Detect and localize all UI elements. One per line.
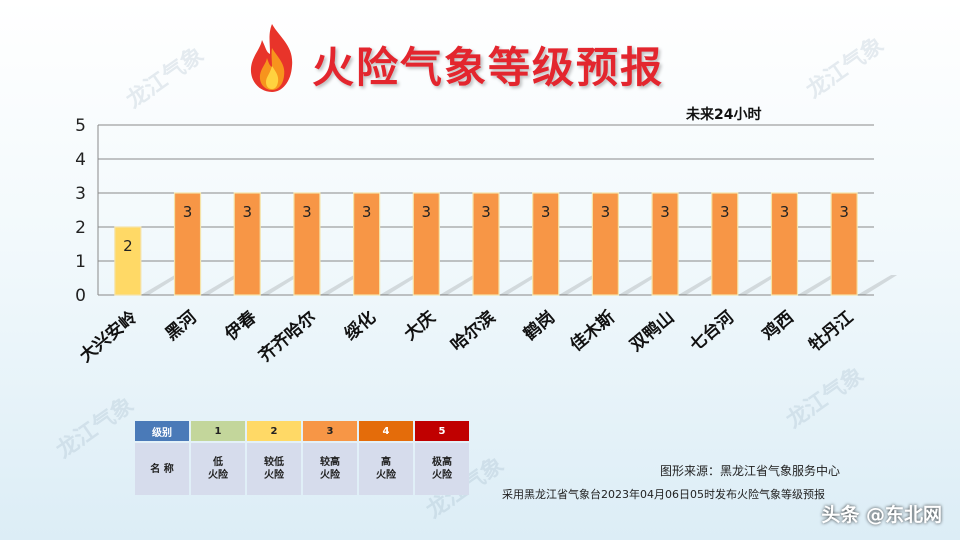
legend-name-line: 低 — [213, 457, 223, 468]
credit-watermark: 头条 @东北网 — [821, 504, 942, 526]
flame-icon — [250, 24, 293, 92]
title-banner: 火险气象等级预报 — [240, 20, 720, 100]
legend-name-line: 火险 — [320, 470, 340, 481]
x-tick-label: 牡丹江 — [805, 307, 858, 356]
x-tick-label: 绥化 — [340, 307, 380, 345]
bar — [353, 192, 381, 296]
legend-level-5: 5 — [415, 421, 469, 441]
legend-level-4: 4 — [359, 421, 413, 441]
legend-name-line: 火险 — [432, 470, 452, 481]
data-label: 3 — [362, 203, 372, 221]
bar — [830, 192, 858, 296]
bar — [770, 192, 799, 296]
data-label: 3 — [302, 203, 312, 221]
y-tick-label: 3 — [75, 184, 86, 204]
legend-name-3: 较高 火险 — [303, 443, 357, 495]
bar-shadow — [737, 275, 778, 295]
bar — [233, 192, 261, 296]
data-label: 3 — [541, 203, 551, 221]
bar-shadow — [678, 275, 719, 295]
y-tick-label: 4 — [75, 150, 86, 170]
bar-shadow — [797, 275, 838, 295]
data-label: 2 — [123, 237, 133, 255]
legend-level-2: 2 — [247, 421, 301, 441]
source-note: 图形来源：黑龙江省气象服务中心 — [659, 464, 840, 478]
data-label: 3 — [601, 203, 611, 221]
bar-shadow — [140, 275, 181, 295]
bar-shadow — [200, 275, 241, 295]
bar-shadow — [857, 275, 898, 295]
bar — [532, 192, 560, 296]
publish-note: 采用黑龙江省气象台2023年04月06日05时发布火险气象等级预报 — [502, 488, 825, 501]
y-tick-label: 5 — [75, 116, 86, 136]
legend-name-4: 高火险 — [359, 443, 413, 495]
y-tick-label: 2 — [75, 218, 86, 238]
x-tick-label: 佳木斯 — [566, 307, 619, 356]
bar — [591, 192, 619, 296]
x-tick-label: 鹤岗 — [519, 307, 559, 345]
x-tick-label: 七台河 — [685, 307, 738, 356]
bar — [651, 192, 679, 296]
bar-shadow — [618, 275, 659, 295]
bar-shadow — [499, 275, 539, 295]
x-tick-label: 双鸭山 — [626, 307, 679, 356]
bar-chart: 0 1 2 3 4 5 2 大兴安岭 3 黑河 3 伊春 3 齐齐哈尔 3 绥化 3 大庆 3 哈尔滨 3 鹤岗 3 佳木斯 3… — [75, 116, 898, 367]
bar — [173, 192, 202, 296]
legend-level-1: 1 — [191, 421, 245, 441]
bar-shadow — [439, 275, 480, 295]
bar — [114, 226, 142, 296]
data-label: 3 — [481, 203, 491, 221]
data-label: 3 — [183, 203, 193, 221]
x-tick-label: 大兴安岭 — [75, 307, 141, 367]
legend-name-line: 火险 — [376, 470, 396, 481]
legend-table: 级别 1 2 3 4 5 名 称 低火险 较低火险 较高火险 高火险 极高火险 — [133, 419, 471, 497]
legend-name-1: 低火险 — [191, 443, 245, 495]
y-tick-label: 1 — [75, 252, 86, 272]
page-title: 火险气象等级预报 — [312, 43, 665, 92]
legend-name-line: 火险 — [208, 470, 228, 481]
legend-header-label: 级别 — [135, 421, 189, 441]
legend-name-line: 火险 — [264, 470, 284, 481]
legend-name-line: 极高 — [432, 457, 452, 468]
data-label: 3 — [780, 203, 790, 221]
bar-shadow — [379, 275, 420, 295]
legend-name-2: 较低 火险 — [247, 443, 301, 495]
legend-name-line: 较高 — [320, 457, 340, 468]
legend-level-3: 3 — [303, 421, 357, 441]
bar — [412, 192, 440, 296]
legend-name-line: 高 — [381, 457, 391, 468]
x-tick-label: 鸡西 — [757, 307, 797, 346]
x-tick-label: 伊春 — [220, 307, 260, 346]
bar — [472, 192, 500, 296]
chart-subtitle: 未来24小时 — [686, 107, 762, 123]
bar — [711, 192, 739, 296]
bar — [293, 192, 321, 296]
legend-name-line: 较低 — [264, 457, 284, 468]
bar-shadow — [319, 275, 360, 295]
x-tick-label: 齐齐哈尔 — [255, 307, 321, 367]
data-label: 3 — [839, 203, 849, 221]
x-tick-label: 黑河 — [162, 308, 201, 345]
x-tick-label: 哈尔滨 — [447, 307, 500, 356]
bar-shadow — [558, 275, 599, 295]
y-tick-label: 0 — [75, 286, 86, 306]
legend-name-5: 极高 火险 — [415, 443, 469, 495]
data-label: 3 — [242, 203, 252, 221]
data-label: 3 — [720, 203, 730, 221]
data-label: 3 — [422, 203, 432, 221]
data-label: 3 — [660, 203, 670, 221]
x-tick-label: 大庆 — [400, 307, 440, 345]
legend-body-label: 名 称 — [135, 443, 189, 495]
bar-shadow — [260, 275, 301, 295]
